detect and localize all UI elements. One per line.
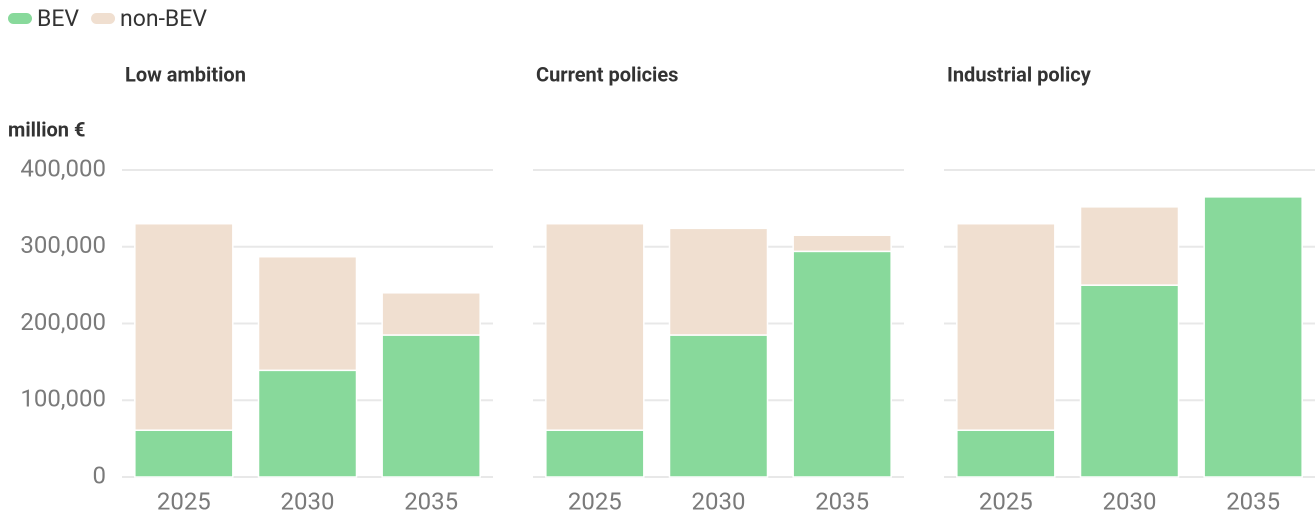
y-axis-label: million € bbox=[8, 117, 85, 141]
y-tick-label: 100,000 bbox=[20, 385, 106, 413]
x-tick-label: 2025 bbox=[157, 487, 211, 515]
x-tick-label: 2025 bbox=[568, 487, 622, 515]
y-tick-label: 300,000 bbox=[20, 231, 106, 259]
y-tick-label: 0 bbox=[93, 461, 107, 489]
bar-segment bbox=[668, 334, 769, 478]
bar-segment bbox=[381, 292, 481, 336]
bar-segment bbox=[134, 429, 234, 478]
legend-label: non-BEV bbox=[120, 5, 207, 32]
bar-segment bbox=[792, 234, 892, 253]
bar-segment bbox=[1079, 284, 1180, 478]
bar-segment bbox=[956, 429, 1056, 478]
bar-segment bbox=[956, 222, 1056, 431]
x-tick-label: 2025 bbox=[979, 487, 1033, 515]
x-tick-label: 2035 bbox=[1226, 487, 1280, 515]
legend-swatch bbox=[91, 13, 116, 24]
x-tick-label: 2030 bbox=[281, 487, 335, 515]
bar-segment bbox=[257, 369, 358, 478]
bar-segment bbox=[1079, 206, 1180, 286]
panel-title: Low ambition bbox=[125, 62, 246, 86]
panel-title: Current policies bbox=[536, 62, 678, 86]
x-tick-label: 2030 bbox=[1103, 487, 1157, 515]
legend-label: BEV bbox=[37, 5, 79, 32]
y-tick-label: 400,000 bbox=[20, 154, 106, 182]
panel-title: Industrial policy bbox=[947, 62, 1092, 86]
bar-segment bbox=[792, 250, 892, 478]
bar-segment bbox=[1203, 196, 1303, 478]
bar-segment bbox=[381, 334, 481, 478]
bar-segment bbox=[668, 227, 769, 336]
legend-swatch bbox=[8, 13, 32, 24]
bar-segment bbox=[545, 222, 645, 431]
bar-segment bbox=[134, 222, 234, 431]
bar-segment bbox=[545, 429, 645, 478]
x-tick-label: 2035 bbox=[815, 487, 869, 515]
x-tick-label: 2030 bbox=[692, 487, 746, 515]
x-tick-label: 2035 bbox=[404, 487, 458, 515]
bar-segment bbox=[257, 255, 358, 372]
y-tick-label: 200,000 bbox=[20, 308, 106, 336]
